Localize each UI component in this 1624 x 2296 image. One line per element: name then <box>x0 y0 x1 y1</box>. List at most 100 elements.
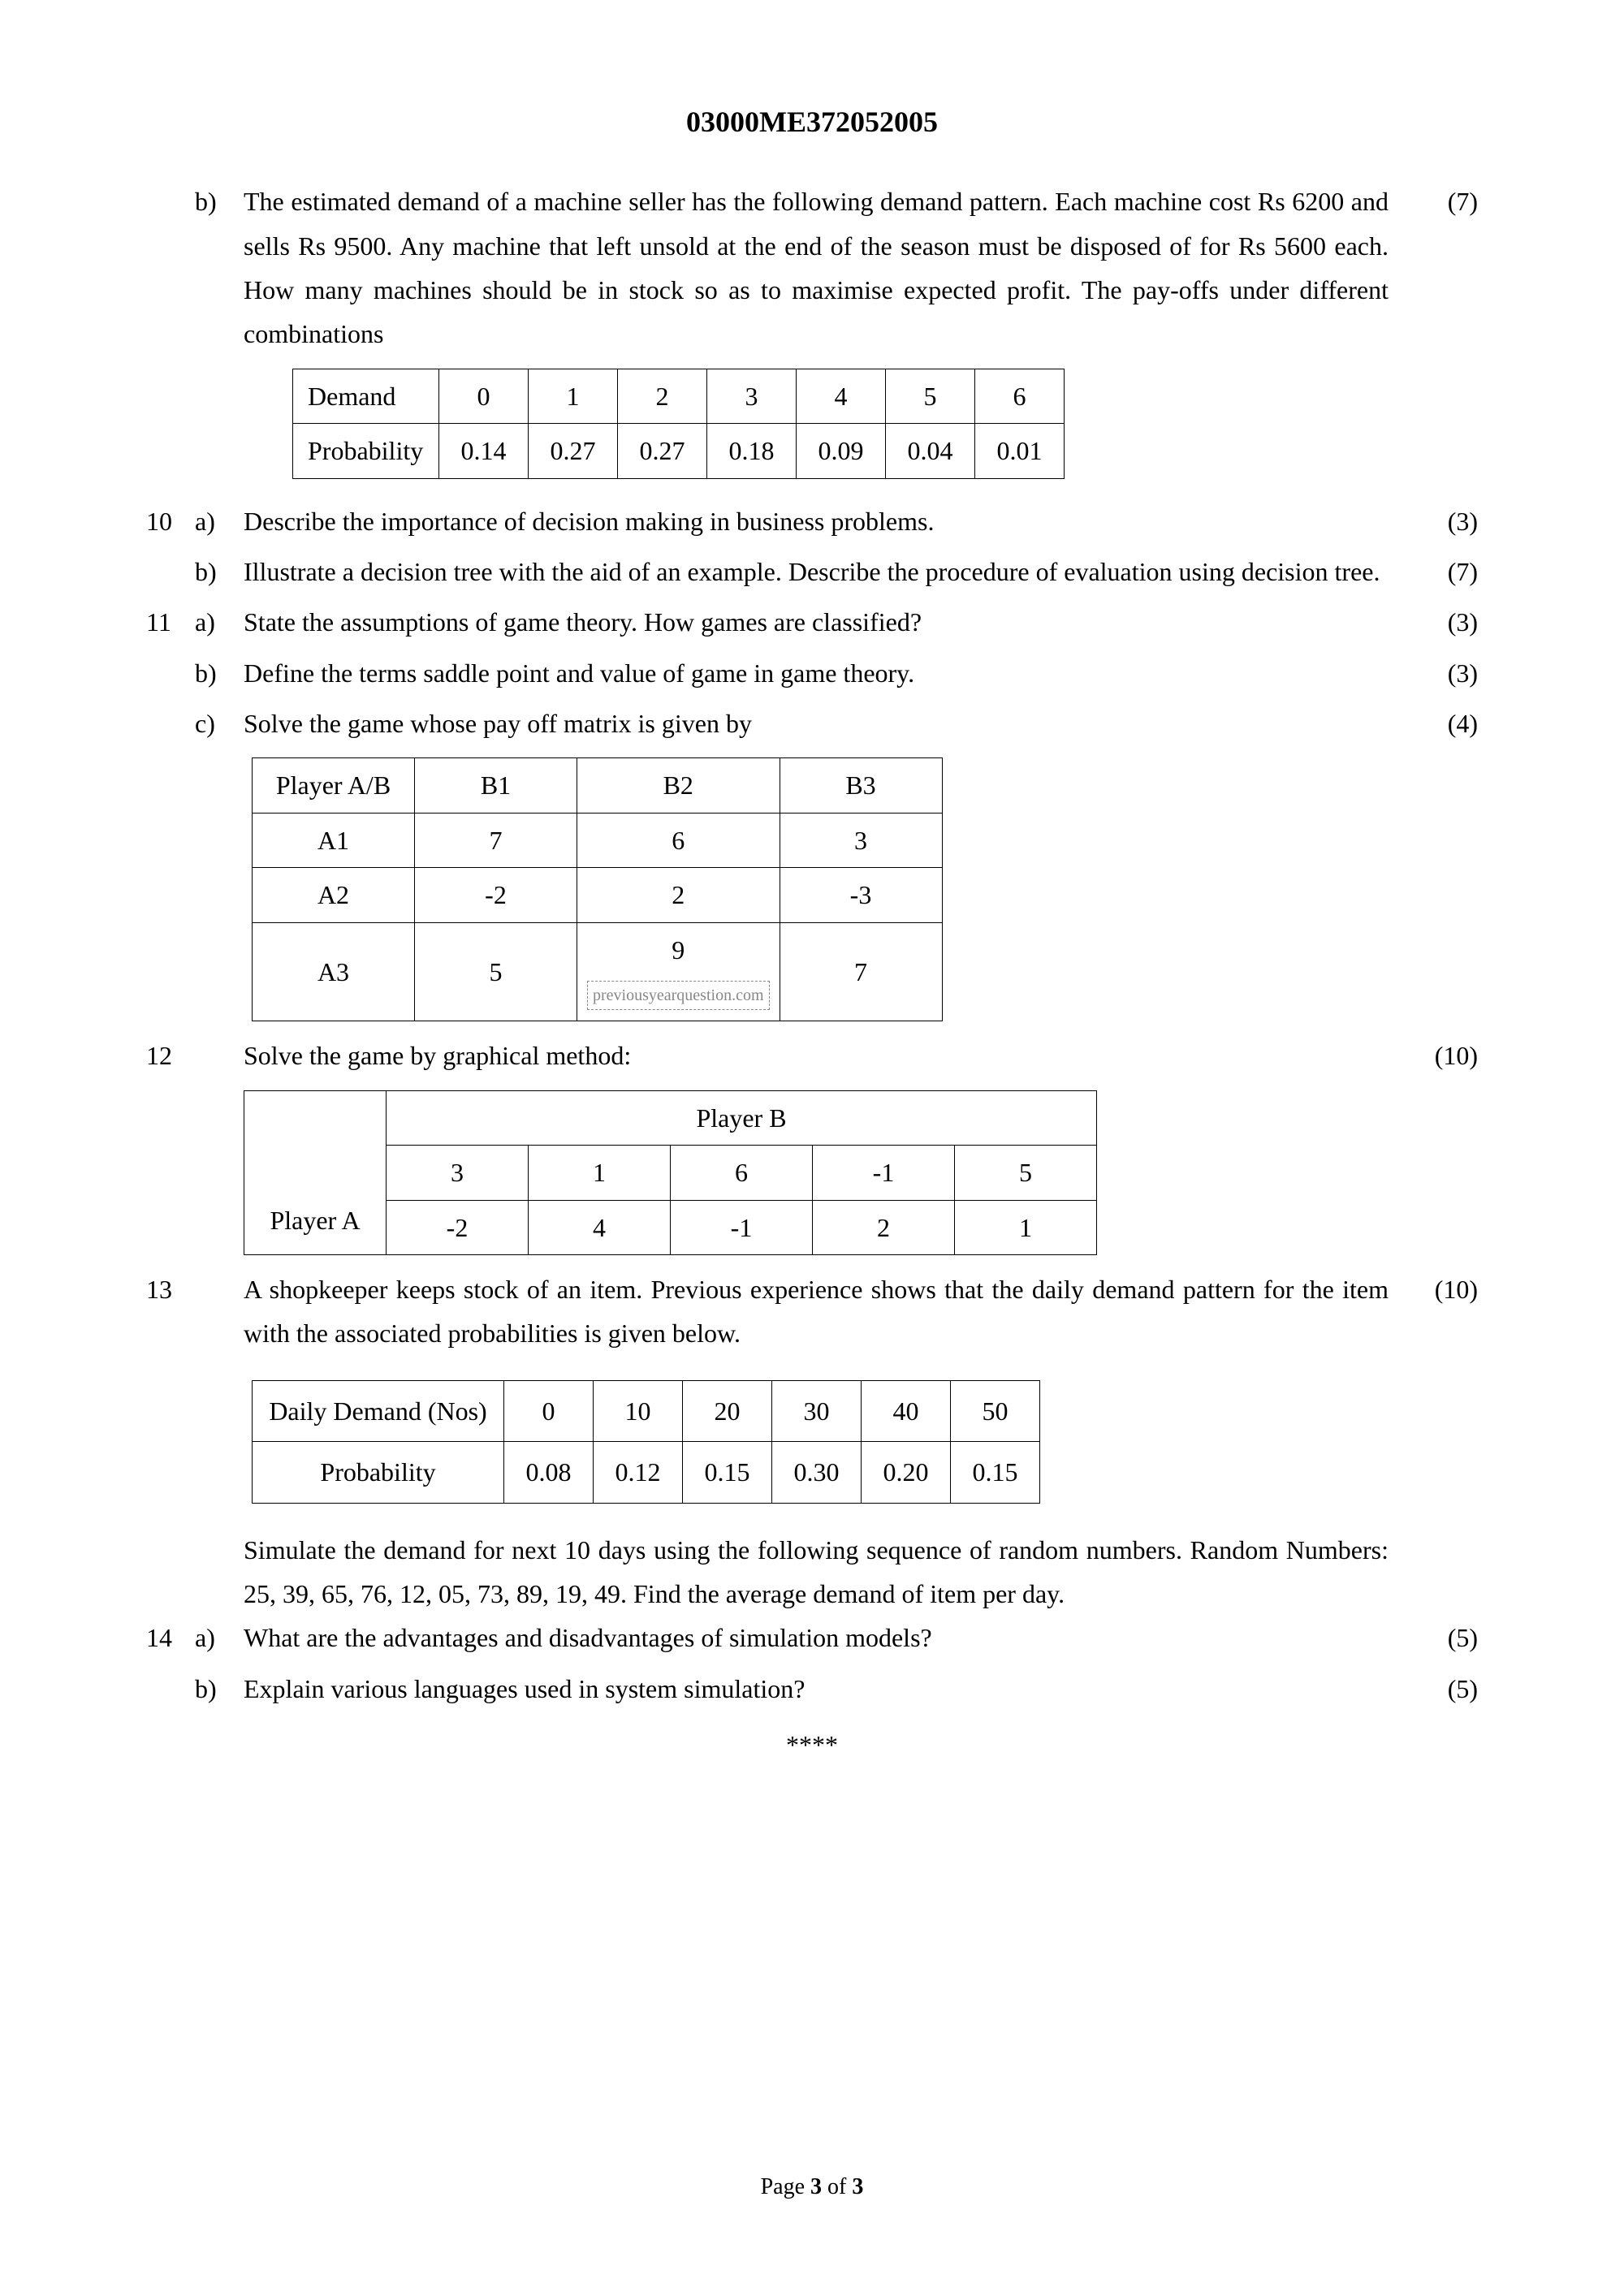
q11-num: 11 <box>146 600 195 644</box>
q10a-marks: (3) <box>1413 499 1478 543</box>
cell: 3 <box>780 813 942 867</box>
question-10b: b) Illustrate a decision tree with the a… <box>146 550 1478 593</box>
cell: Demand <box>293 369 439 423</box>
page-current: 3 <box>810 2174 822 2199</box>
table-row: Demand 0 1 2 3 4 5 6 <box>293 369 1065 423</box>
daily-demand-table: Daily Demand (Nos) 0 10 20 30 40 50 Prob… <box>252 1380 1040 1504</box>
table-row: Probability 0.14 0.27 0.27 0.18 0.09 0.0… <box>293 424 1065 478</box>
cell: A2 <box>253 868 415 922</box>
q12-num: 12 <box>146 1034 195 1077</box>
question-12: 12 Solve the game by graphical method: (… <box>146 1034 1478 1077</box>
cell: -1 <box>671 1200 813 1254</box>
cell: 10 <box>594 1380 683 1441</box>
cell: Probability <box>253 1442 504 1503</box>
question-9b: b) The estimated demand of a machine sel… <box>146 179 1478 356</box>
q9b-part: b) <box>195 179 244 223</box>
cell: 5 <box>886 369 975 423</box>
cell: 3 <box>707 369 797 423</box>
cell: -2 <box>415 868 577 922</box>
cell: 1 <box>955 1200 1097 1254</box>
table-row: Player A/B B1 B2 B3 <box>253 758 943 813</box>
demand-table: Demand 0 1 2 3 4 5 6 Probability 0.14 0.… <box>292 369 1065 479</box>
cell: 1 <box>529 1146 671 1200</box>
cell: 0.01 <box>975 424 1065 478</box>
cell: 20 <box>683 1380 772 1441</box>
table-row: A2 -2 2 -3 <box>253 868 943 922</box>
q10-num: 10 <box>146 499 195 543</box>
cell: 0.12 <box>594 1442 683 1503</box>
cell: 30 <box>772 1380 862 1441</box>
q11a-text: State the assumptions of game theory. Ho… <box>244 600 1413 644</box>
cell: Player A/B <box>253 758 415 813</box>
cell: 0.14 <box>439 424 529 478</box>
q9b-marks: (7) <box>1413 179 1478 223</box>
q11b-part: b) <box>195 651 244 695</box>
graphical-table: Player A Player B 3 1 6 -1 5 -2 4 -1 2 1 <box>244 1090 1097 1255</box>
cell: 0.30 <box>772 1442 862 1503</box>
table-row: Player A Player B <box>244 1090 1097 1145</box>
watermark: previousyearquestion.com <box>587 981 770 1010</box>
q14b-text: Explain various languages used in system… <box>244 1667 1413 1711</box>
q14a-part: a) <box>195 1616 244 1659</box>
cell: 5 <box>415 922 577 1021</box>
q12-text: Solve the game by graphical method: <box>244 1034 1413 1077</box>
cell: 0.04 <box>886 424 975 478</box>
cell-value: 9 <box>672 935 685 965</box>
q14-num: 14 <box>146 1616 195 1659</box>
cell: 6 <box>671 1146 813 1200</box>
q14b-marks: (5) <box>1413 1667 1478 1711</box>
q13-text: A shopkeeper keeps stock of an item. Pre… <box>244 1267 1413 1356</box>
cell: 0 <box>504 1380 594 1441</box>
cell: 5 <box>955 1146 1097 1200</box>
q11b-text: Define the terms saddle point and value … <box>244 651 1413 695</box>
page-of: of <box>822 2174 852 2199</box>
question-11b: b) Define the terms saddle point and val… <box>146 651 1478 695</box>
cell: 2 <box>618 369 707 423</box>
cell: 0.27 <box>529 424 618 478</box>
cell: 0.09 <box>797 424 886 478</box>
cell: A3 <box>253 922 415 1021</box>
question-14a: 14 a) What are the advantages and disadv… <box>146 1616 1478 1659</box>
question-14b: b) Explain various languages used in sys… <box>146 1667 1478 1711</box>
cell: -2 <box>387 1200 529 1254</box>
cell: 0 <box>439 369 529 423</box>
cell: A1 <box>253 813 415 867</box>
q10a-part: a) <box>195 499 244 543</box>
question-11c: c) Solve the game whose pay off matrix i… <box>146 701 1478 745</box>
table-row: A3 5 9previousyearquestion.com 7 <box>253 922 943 1021</box>
cell: Daily Demand (Nos) <box>253 1380 504 1441</box>
cell: 3 <box>387 1146 529 1200</box>
page-total: 3 <box>852 2174 863 2199</box>
cell: B1 <box>415 758 577 813</box>
q11c-part: c) <box>195 701 244 745</box>
question-10a: 10 a) Describe the importance of decisio… <box>146 499 1478 543</box>
payoff-table: Player A/B B1 B2 B3 A1 7 6 3 A2 -2 2 -3 … <box>252 757 943 1021</box>
q11a-part: a) <box>195 600 244 644</box>
cell: -3 <box>780 868 942 922</box>
q14b-part: b) <box>195 1667 244 1711</box>
q14a-marks: (5) <box>1413 1616 1478 1659</box>
q10b-part: b) <box>195 550 244 593</box>
player-b-label: Player B <box>387 1090 1097 1145</box>
cell: 6 <box>577 813 780 867</box>
table-row: A1 7 6 3 <box>253 813 943 867</box>
cell: 9 previousyearquestion.com <box>577 922 780 1021</box>
page-footer: Page 3 of 3 <box>0 2168 1624 2207</box>
cell: 0.20 <box>862 1442 951 1503</box>
q14a-text: What are the advantages and disadvantage… <box>244 1616 1413 1659</box>
question-13: 13 A shopkeeper keeps stock of an item. … <box>146 1267 1478 1356</box>
q11c-text: Solve the game whose pay off matrix is g… <box>244 701 1413 745</box>
page-prefix: Page <box>761 2174 810 2199</box>
q11b-marks: (3) <box>1413 651 1478 695</box>
cell: 7 <box>415 813 577 867</box>
cell: Probability <box>293 424 439 478</box>
q13-continuation: Simulate the demand for next 10 days usi… <box>244 1528 1389 1616</box>
header-code: 03000ME372052005 <box>146 97 1478 147</box>
q10b-text: Illustrate a decision tree with the aid … <box>244 550 1413 593</box>
cell: 2 <box>813 1200 955 1254</box>
q10a-text: Describe the importance of decision maki… <box>244 499 1413 543</box>
q9b-text: The estimated demand of a machine seller… <box>244 179 1413 356</box>
q13-num: 13 <box>146 1267 195 1311</box>
cell: 4 <box>529 1200 671 1254</box>
cell: 1 <box>529 369 618 423</box>
